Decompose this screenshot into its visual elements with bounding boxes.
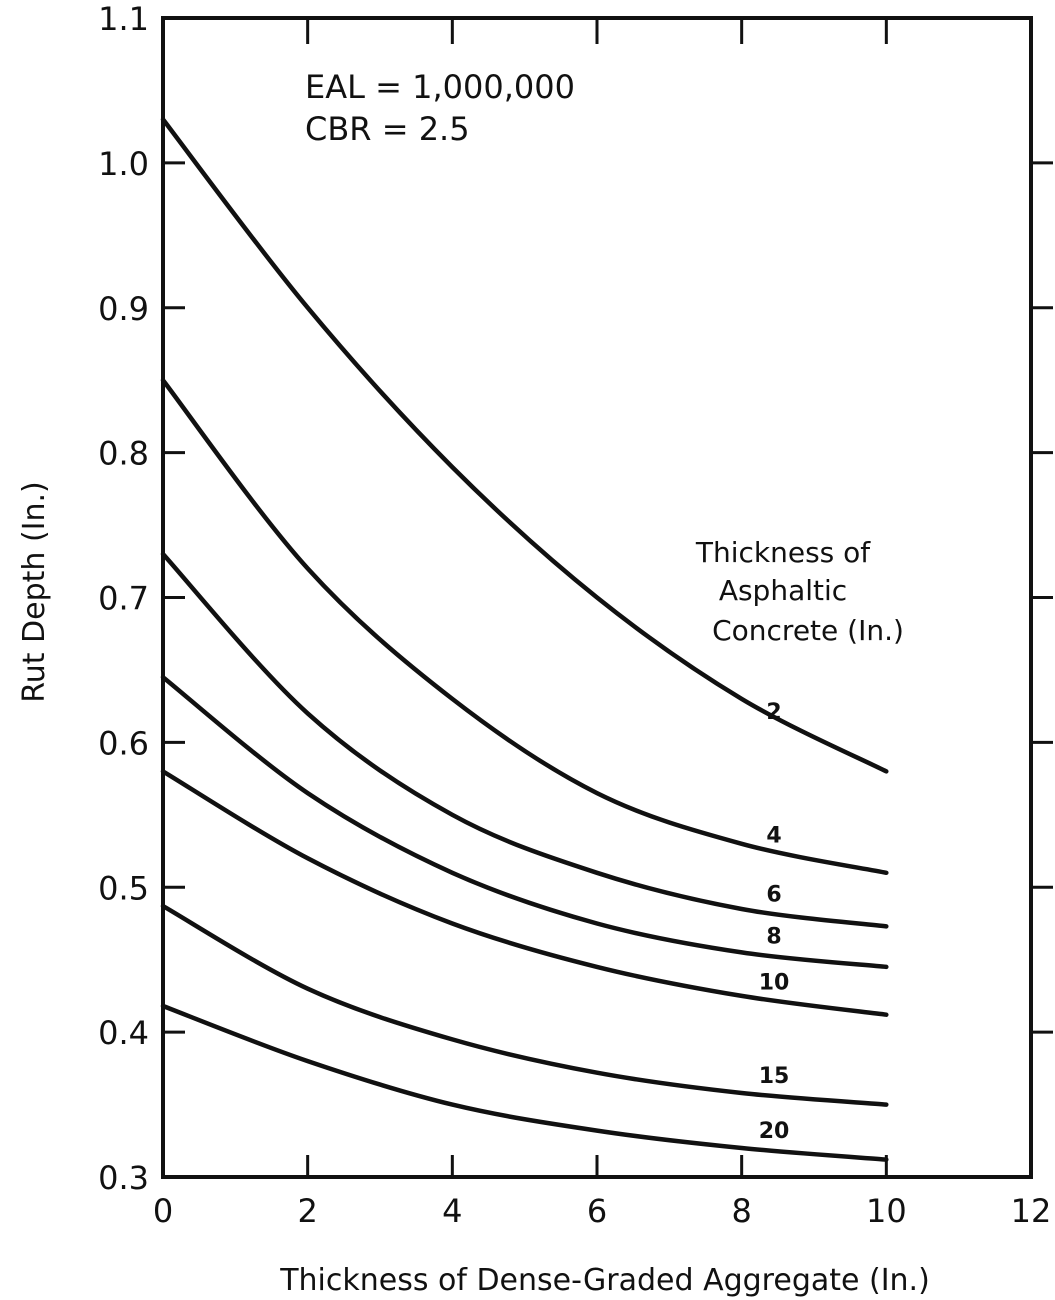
x-tick-label: 0 [153,1192,173,1230]
x-tick-label: 8 [731,1192,751,1230]
x-axis-tick-labels: 0 2 4 6 8 10 12 [153,1192,1052,1230]
x-tick-label: 4 [442,1192,462,1230]
y-tick-label: 0.4 [98,1014,149,1052]
series-line-4 [160,377,889,876]
y-tick-label: 0.8 [98,435,149,473]
legend-title-line-1: Thickness of [695,536,871,569]
legend-title-line-2: Asphaltic [719,574,847,607]
y-axis-tick-labels: 0.3 0.4 0.5 0.6 0.7 0.8 0.9 1.0 1.1 [98,0,149,1197]
x-axis-label: Thickness of Dense-Graded Aggregate (In.… [279,1263,930,1298]
y-tick-label: 0.3 [98,1159,149,1197]
y-tick-label: 0.6 [98,724,149,762]
series-label-4: 4 [766,823,781,848]
series-label-8: 8 [766,925,781,950]
y-axis-label: Rut Depth (In.) [17,481,52,703]
legend-title-line-3: Concrete (In.) [712,614,904,647]
y-tick-label: 0.7 [98,580,149,618]
x-tick-label: 6 [587,1192,607,1230]
series-label-6: 6 [766,883,781,908]
series-label-2: 2 [766,700,781,725]
series-line-15 [160,903,889,1107]
series-labels: 2 4 6 8 10 15 20 [759,700,790,1144]
series-line-20 [160,1003,889,1162]
y-tick-label: 1.0 [98,145,149,183]
series-line-10 [160,769,889,1017]
series-lines [160,117,889,1162]
x-tick-label: 10 [866,1192,907,1230]
y-tick-label: 0.5 [98,869,149,907]
series-label-20: 20 [759,1119,790,1144]
annotation-cbr: CBR = 2.5 [305,110,470,148]
x-tick-label: 2 [297,1192,317,1230]
y-tick-label: 0.9 [98,290,149,328]
y-tick-label: 1.1 [98,0,149,38]
series-label-10: 10 [759,970,790,995]
series-line-6 [160,551,889,929]
series-label-15: 15 [759,1064,790,1089]
x-tick-label: 12 [1011,1192,1052,1230]
series-line-2 [160,117,889,774]
annotation-eal: EAL = 1,000,000 [305,68,575,106]
y-axis-ticks [163,161,1053,1034]
series-line-8 [160,674,889,970]
